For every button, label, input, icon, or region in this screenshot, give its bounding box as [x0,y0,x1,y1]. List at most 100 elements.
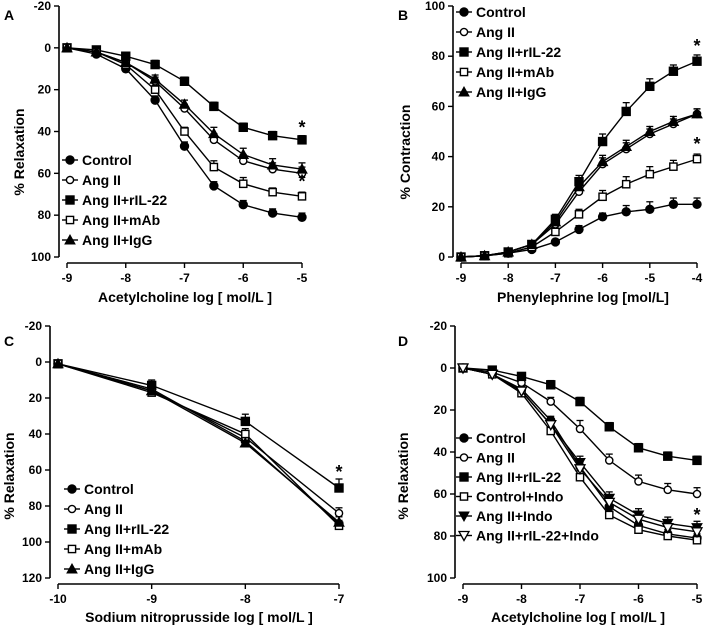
panel-d-series-control-indo-point-6-shape [634,525,643,534]
panel-d-legend-entry-ang-ii-ril-22-indo-label: Ang II+rIL-22+Indo [476,528,599,544]
panel-d-series-control-indo-point-5 [604,510,614,520]
panel-d-series-ang-ii-ril-22-indo-point-7 [661,522,674,534]
panel-d-series-ang-ii-ril-22-point-7 [663,451,673,461]
panel-b-series-ang-ii-igg-point-6 [596,155,609,167]
panel-a-legend-entry-control: Control [62,152,132,168]
panel-b-ytick-label-5: 100 [425,0,445,13]
panel-a-series-ang-ii-ril-22-point-5-shape [209,101,219,112]
panel-c-legend-entry-ang-ii-ril-22-marker-shape [67,524,77,534]
panel-b-xtick-label-4: -5 [644,271,655,285]
panel-c-series-control-line [57,363,340,525]
panel-b-series-ang-ii-igg-point-3 [525,238,538,249]
panel-b-series-control-point-9 [668,199,679,209]
panel-c-legend-entry-ang-ii-igg-label: Ang II+IgG [84,561,155,577]
panel-d-legend-entry-ang-ii-ril-22-marker [459,472,469,482]
panel-d-series-ang-ii-ril-22-point-2-shape [516,371,527,382]
panel-d-series-ang-ii-ril-22-point-2 [516,371,527,382]
panel-b-series-control-point-6 [597,212,608,222]
panel-b-series-ang-ii-mab-point-8-shape [645,169,655,179]
panel-d: D % Relaxation Acetylcholine log [ mol/L… [395,319,704,625]
panel-a-legend-entry-ang-ii-ril-22: Ang II+rIL-22 [62,192,167,208]
panel-d-series-ang-ii-point-3-shape [546,397,556,406]
panel-a-series-ang-ii-ril-22-line [66,47,303,141]
panel-a-series-ang-ii-igg-point-3-shape [149,73,161,84]
panel-a-legend-entry-ang-ii-mab: Ang II+mAb [62,212,160,228]
panel-c-series-ang-ii-igg-point-1 [145,384,158,396]
panel-b-series-ang-ii-igg-point-2-shape [502,245,515,257]
panel-b-legend-entry-ang-ii-igg-marker-shape [458,85,470,97]
panel-b-series-ang-ii-mab-point-7 [621,179,631,189]
panel-c-ylabel: % Relaxation [1,432,17,519]
panel-c-legend-entry-ang-ii: Ang II [64,501,123,517]
panel-d-legend-entry-ang-ii-marker-shape [459,453,469,462]
panel-c-series-ang-ii-igg-point-1-shape [145,384,158,396]
panel-c-series-ang-ii-ril-22-line [57,363,340,489]
panel-b-series-control [456,197,702,262]
panel-a-series-ang-ii-mab-point-6 [238,179,248,189]
panel-a-series-ang-ii-igg-point-6 [237,148,250,160]
panel-a-series-ang-ii-ril-22-point-8 [297,135,307,145]
panel-d-ytick-label-3: 40 [434,445,448,459]
panel-a-ytick-label-0: -20 [34,0,52,13]
panel-a-series-ang-ii-ril-22-point-3-shape [150,59,160,70]
panel-c-legend-entry-ang-ii-ril-22-marker [67,524,77,534]
panel-d-xtick-label-1: -8 [516,592,527,606]
panel-d-annotation-0: * [693,505,700,525]
panel-a-series-control-point-5-shape [209,181,219,191]
panel-d-legend-entry-ang-ii-indo: Ang II+Indo [456,508,553,524]
panel-b-series-ang-ii-igg-point-4-shape [549,215,562,227]
panel-b-ytick-label-1: 20 [432,200,446,214]
panel-b-series-ang-ii-igg-point-10-shape [691,107,703,119]
panel-a-series-ang-ii-ril-22-point-8-shape [297,135,307,145]
panel-d-xtick-label-3: -6 [633,592,644,606]
panel-c-letter: C [4,333,14,349]
panel-d-legend-entry-ang-ii-indo-label: Ang II+Indo [476,508,553,524]
panel-b-legend-entry-ang-ii-mab-label: Ang II+mAb [476,64,554,80]
panel-c-legend-entry-ang-ii-label: Ang II [84,501,123,517]
panel-b-series-ang-ii-igg-point-2 [502,245,515,257]
panel-d-series-ang-ii-ril-22-indo-point-2 [515,386,528,398]
panel-d-series-ang-ii-ril-22-point-8 [692,455,702,466]
panel-d-letter: D [398,333,408,349]
panel-a-legend-entry-ang-ii-ril-22-label: Ang II+rIL-22 [82,192,167,208]
panel-a-annotation-0: * [298,117,305,137]
panel-b-series-control-point-8 [645,204,655,215]
panel-b-legend-entry-ang-ii-ril-22: Ang II+rIL-22 [456,44,561,60]
panel-a-annotation-1: * [298,172,305,192]
panel-b-series-ang-ii-ril-22-point-10 [692,56,702,66]
panel-b-series-ang-ii-igg-point-9-shape [667,115,680,126]
panel-a-legend-entry-control-label: Control [82,152,132,168]
panel-a-letter: A [4,7,14,23]
panel-a-series-control-point-4 [179,141,190,151]
panel-a-series-ang-ii-igg-point-8 [296,163,308,174]
panel-a-legend-entry-ang-ii-igg-label: Ang II+IgG [82,232,153,248]
panel-a-series-ang-ii-igg-point-0 [61,41,73,53]
panel-d-series-ang-ii-ril-22-indo-point-8-shape [690,527,704,539]
panel-b-xtick-label-3: -6 [597,271,608,285]
panel-d-series-ang-ii-ril-22-indo-point-6-shape [632,514,645,526]
panel-b-series-ang-ii-mab-point-9 [669,162,678,171]
panel-d-legend-entry-ang-ii-label: Ang II [476,450,515,466]
panel-c-legend-entry-ang-ii-igg-marker-shape [66,562,78,574]
panel-a-series-ang-ii-ril-22-point-6 [238,122,248,133]
panel-d-series-ang-ii-ril-22-point-5-shape [604,422,614,432]
panel-b-ytick-label-4: 80 [432,49,446,63]
panel-d-series-ang-ii-ril-22-indo-point-1 [486,369,499,381]
panel-a-series-ang-ii-igg-point-7 [266,158,279,170]
panel-b-legend-entry-ang-ii-marker-shape [459,27,469,37]
panel-d-series-ang-ii-ril-22-indo-point-4-shape [573,464,587,476]
panel-c-series-ang-ii-igg [52,357,345,527]
panel-a-legend-entry-ang-ii-mab-marker-shape [65,215,75,225]
panel-a-series-ang-ii-ril-22-point-7-shape [267,130,278,141]
panel-c-legend-entry-ang-ii-mab-marker [67,544,77,554]
panel-d-series-ang-ii-ril-22-point-5 [604,422,614,432]
panel-d-legend-entry-ang-ii-indo-marker [458,511,470,523]
panel-c-ytick-label-6: 100 [22,535,42,549]
panel-d-series-ang-ii-point-6-shape [634,477,643,486]
panel-b-series-ang-ii-igg-point-7-shape [620,140,633,152]
panel-b-series-ang-ii-mab [456,153,702,262]
panel-b-series-ang-ii-mab-point-5 [574,210,584,219]
panel-b-series-ang-ii-mab-line [460,158,698,258]
panel-a-series-ang-ii-igg-point-4-shape [178,98,191,109]
panel-b-series-ang-ii-igg-point-5-shape [573,180,585,192]
